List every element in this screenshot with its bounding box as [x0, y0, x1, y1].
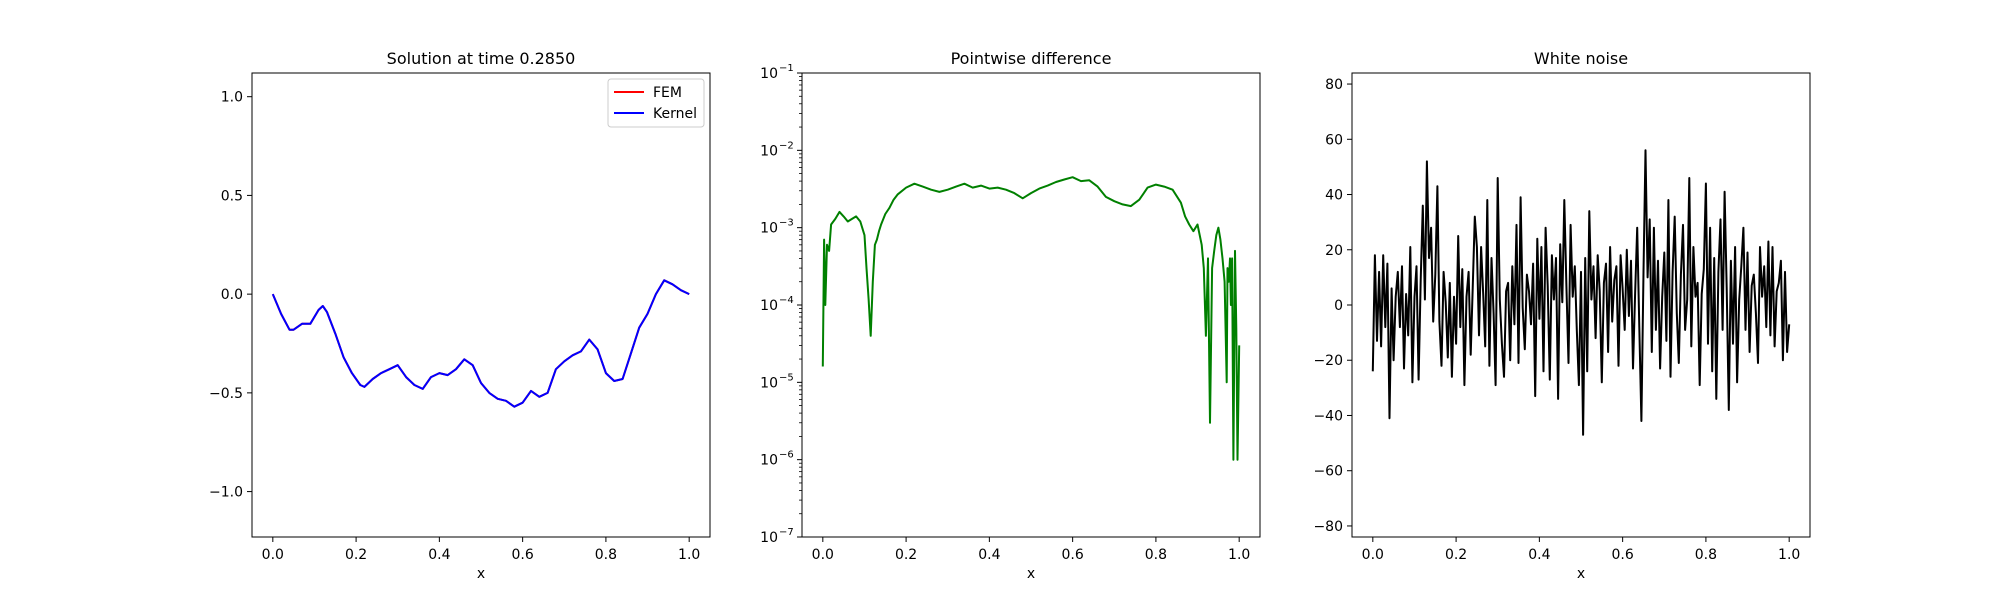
- plot-area: 0.0 0.2 0.4 0.6 0.8 1.0 80 60 40 20 0 −20 −40 −60 −80: [1313, 72, 1811, 563]
- white-noise-panel: White noise 0.0 0.2 0.4 0.6 0.8 1.0 80 60 40 20 0 −…: [1313, 49, 1811, 582]
- x-tick-label: 0.8: [1145, 547, 1167, 563]
- y-tick-label: 10: [760, 298, 778, 314]
- x-axis-label: x: [477, 566, 485, 582]
- y-tick-exponent: −5: [779, 372, 794, 383]
- y-tick-exponent: −4: [779, 295, 794, 306]
- y-tick-label: 10: [760, 375, 778, 391]
- y-tick-label: −1.0: [209, 485, 243, 501]
- x-tick-label: 0.4: [978, 547, 1000, 563]
- x-tick-label: 0.4: [428, 547, 450, 563]
- chart-title: White noise: [1534, 49, 1628, 68]
- x-tick-label: 1.0: [678, 547, 700, 563]
- difference-panel: Pointwise difference 0.0 0.2 0.4 0.6 0.8 1.0 1…: [760, 49, 1261, 582]
- x-tick-label: 1.0: [1228, 547, 1250, 563]
- plot-area: 0.0 0.2 0.4 0.6 0.8 1.010−110−210−310−410−510…: [760, 63, 1261, 563]
- y-tick-label: 10: [760, 453, 778, 469]
- axes-frame: [251, 72, 711, 538]
- chart-title: Pointwise difference: [951, 49, 1112, 68]
- y-tick-label: 10: [760, 66, 778, 82]
- y-tick-exponent: −7: [779, 527, 794, 538]
- y-tick-label: −0.5: [209, 386, 243, 402]
- x-tick-label: 0.6: [1612, 547, 1634, 563]
- legend-label-fem: FEM: [653, 85, 682, 101]
- y-tick-exponent: −6: [779, 450, 794, 461]
- solution-panel: Solution at time 0.2850 0.0 0.2 0.4 0.6 0.8 1…: [209, 49, 711, 582]
- y-tick-label: 60: [1325, 132, 1343, 148]
- y-tick-exponent: −1: [779, 63, 794, 74]
- x-tick-label: 1.0: [1778, 547, 1800, 563]
- x-axis-label: x: [1027, 566, 1035, 582]
- x-tick-label: 0.2: [895, 547, 917, 563]
- plot-area: 0.0 0.2 0.4 0.6 0.8 1.0 1.0 0.5 0.0 −0.5 −1.0: [209, 72, 711, 563]
- y-tick-label: −80: [1313, 519, 1343, 535]
- x-tick-label: 0.2: [345, 547, 367, 563]
- y-tick-label: −40: [1313, 408, 1343, 424]
- x-tick-label: 0.6: [1062, 547, 1084, 563]
- series-line-kernel: [271, 279, 690, 408]
- series-line: [1371, 149, 1791, 436]
- y-tick-exponent: −2: [779, 140, 794, 151]
- x-tick-label: 0.4: [1528, 547, 1550, 563]
- y-tick-label: 10: [760, 221, 778, 237]
- y-tick-label: 10: [760, 530, 778, 546]
- x-tick-label: 0.6: [512, 547, 534, 563]
- legend: FEM Kernel: [607, 78, 705, 128]
- y-tick-label: 0.5: [221, 188, 243, 204]
- x-tick-label: 0.2: [1445, 547, 1467, 563]
- y-tick-label: 10: [760, 143, 778, 159]
- y-tick-label: 1.0: [221, 90, 243, 106]
- y-tick-label: 0.0: [221, 287, 243, 303]
- x-tick-label: 0.0: [262, 547, 284, 563]
- y-tick-label: 40: [1325, 188, 1343, 204]
- y-tick-label: −60: [1313, 464, 1343, 480]
- y-tick-label: 80: [1325, 77, 1343, 93]
- x-tick-label: 0.8: [595, 547, 617, 563]
- x-axis-label: x: [1577, 566, 1585, 582]
- y-tick-label: 20: [1325, 243, 1343, 259]
- y-tick-label: 0: [1334, 298, 1343, 314]
- x-tick-label: 0.0: [1362, 547, 1384, 563]
- legend-label-kernel: Kernel: [653, 106, 697, 122]
- chart-title: Solution at time 0.2850: [387, 49, 576, 68]
- x-tick-label: 0.0: [812, 547, 834, 563]
- series-line: [821, 176, 1241, 461]
- y-tick-exponent: −3: [779, 218, 794, 229]
- y-tick-label: −20: [1313, 353, 1343, 369]
- x-tick-label: 0.8: [1695, 547, 1717, 563]
